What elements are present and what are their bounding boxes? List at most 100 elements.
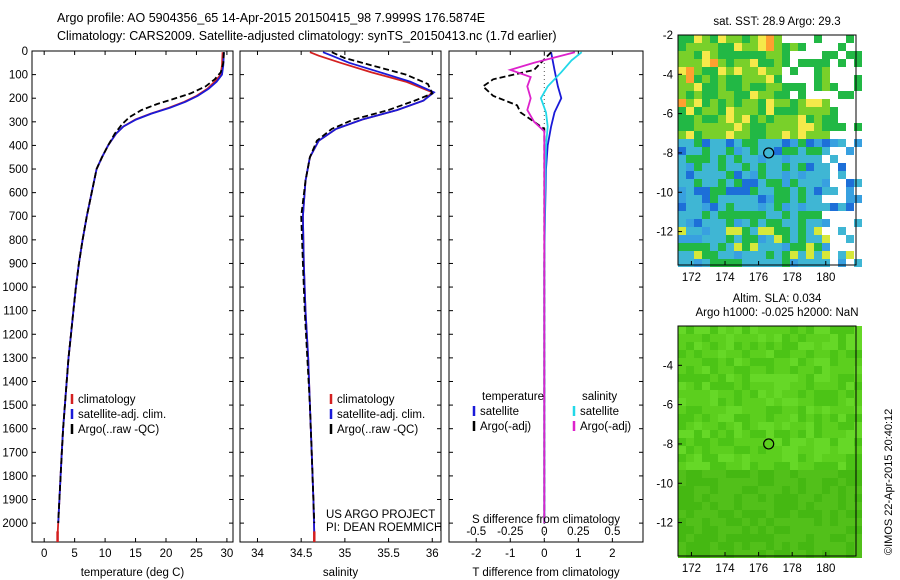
temperature-legend-label: satellite-adj. clim. [78, 409, 166, 421]
sst-cell [790, 227, 798, 235]
sst-cell [726, 251, 734, 259]
sla-cell [774, 454, 782, 462]
sla-cell [814, 534, 822, 542]
sla-cell [790, 446, 798, 454]
sla-cell [766, 494, 774, 502]
sla-cell [798, 350, 806, 358]
sst-cell [726, 219, 734, 227]
sla-cell [830, 438, 838, 446]
sla-cell [678, 422, 686, 430]
sla-cell [758, 478, 766, 486]
sla-cell [790, 486, 798, 494]
sst-cell [790, 171, 798, 179]
sst-cell [742, 243, 750, 251]
sla-cell [782, 470, 790, 478]
sst-cell [710, 203, 718, 211]
sst-cell [718, 227, 726, 235]
sla-cell [726, 350, 734, 358]
difference-top-tick-label: -0.5 [466, 526, 486, 538]
sla-cell [742, 430, 750, 438]
sst-cell [686, 75, 694, 83]
sla-cell [854, 438, 862, 446]
sla-cell [726, 462, 734, 470]
sst-cell [678, 35, 686, 43]
sla-cell [814, 454, 822, 462]
sst-cell [726, 131, 734, 139]
sla-cell [774, 414, 782, 422]
sla-cell [814, 438, 822, 446]
sla-cell [702, 494, 710, 502]
sla-cell [798, 502, 806, 510]
sla-cell [830, 414, 838, 422]
sst-cell [734, 235, 742, 243]
difference-xtick-label: -1 [505, 548, 515, 560]
temperature-xtick-label: 15 [129, 548, 142, 560]
depth-tick-label: 0 [22, 46, 28, 58]
sla-cell [718, 366, 726, 374]
sst-cell [774, 99, 782, 107]
sst-cell [726, 51, 734, 59]
sla-cell [702, 550, 710, 558]
sla-cell [766, 326, 774, 334]
sla-cell [798, 390, 806, 398]
sla-cell [854, 502, 862, 510]
sst-cell [686, 195, 694, 203]
sst-cell [710, 259, 718, 267]
sst-cell [774, 51, 782, 59]
sla-cell [726, 494, 734, 502]
sla-cell [806, 422, 814, 430]
sst-cell [806, 179, 814, 187]
sla-cell [846, 342, 854, 350]
sla-cell [710, 326, 718, 334]
sst-cell [774, 243, 782, 251]
sst-cell [686, 83, 694, 91]
sst-cell [742, 99, 750, 107]
sst-cell [846, 147, 854, 155]
sst-cell [798, 179, 806, 187]
sla-cell [774, 350, 782, 358]
sla-cell [702, 326, 710, 334]
sla-cell [838, 494, 846, 502]
sst-cell [814, 35, 822, 43]
sla-cell [710, 414, 718, 422]
sla-cell [854, 518, 862, 526]
sla-cell [814, 350, 822, 358]
sst-cell [774, 115, 782, 123]
sla-cell [822, 518, 830, 526]
sla-cell [790, 438, 798, 446]
sla-cell [806, 502, 814, 510]
sst-cell [814, 243, 822, 251]
sla-cell [742, 438, 750, 446]
sla-cell [758, 518, 766, 526]
sst-cell [798, 115, 806, 123]
sst-cell [710, 43, 718, 51]
sst-cell [702, 83, 710, 91]
sla-cell [766, 374, 774, 382]
sst-cell [782, 235, 790, 243]
sla-cell [710, 462, 718, 470]
sst-cell [702, 243, 710, 251]
sst-cell [782, 211, 790, 219]
sst-cell [766, 171, 774, 179]
sst-cell [846, 35, 854, 43]
sst-cell [686, 235, 694, 243]
depth-tick-label: 1800 [2, 471, 28, 483]
sla-cell [710, 438, 718, 446]
sst-cell [790, 259, 798, 267]
sla-cell [774, 446, 782, 454]
sla-cell [702, 518, 710, 526]
sla-cell [766, 406, 774, 414]
sla-cell [766, 438, 774, 446]
sla-cell [782, 510, 790, 518]
sst-cell [702, 203, 710, 211]
sla-cell [830, 502, 838, 510]
sla-cell [686, 470, 694, 478]
sla-cell [782, 494, 790, 502]
sla-cell [806, 478, 814, 486]
sla-cell [854, 406, 862, 414]
sla-cell [742, 502, 750, 510]
sst-cell [678, 203, 686, 211]
sst-cell [846, 251, 854, 259]
sla-cell [814, 494, 822, 502]
sst-cell [726, 227, 734, 235]
